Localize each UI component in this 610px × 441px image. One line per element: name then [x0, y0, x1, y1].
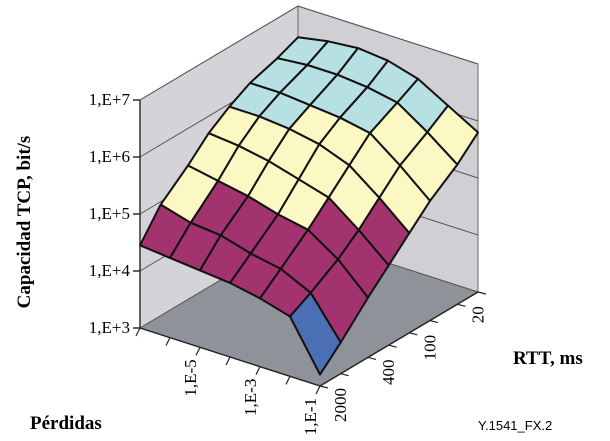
z-axis-title: Capacidad TCP, bit/s [14, 136, 35, 309]
z-tick-label: 1,E+6 [89, 147, 130, 166]
x-axis-title: Pérdidas [30, 413, 102, 434]
loss-tick [195, 347, 201, 356]
rtt-tick [319, 385, 329, 389]
rtt-tick [429, 319, 439, 324]
loss-tick [315, 385, 321, 395]
loss-tick-label: 1,E-1 [301, 398, 320, 435]
rtt-tick [457, 303, 466, 307]
loss-tick [225, 356, 231, 366]
loss-tick-label: 1,E-3 [241, 379, 260, 416]
gridline [139, 5, 479, 101]
rtt-tick-label: 100 [420, 335, 439, 361]
y-axis-title: RTT, ms [513, 348, 583, 369]
loss-tick [135, 327, 141, 337]
z-tick-label: 1,E+4 [89, 261, 131, 280]
rtt-tick-label: 2000 [331, 388, 350, 422]
loss-tick [285, 376, 291, 385]
loss-tick [255, 366, 261, 375]
rtt-tick-label: 400 [379, 359, 398, 385]
surface-cell [289, 291, 342, 376]
figure-id: Y.1541_FX.2 [478, 418, 552, 433]
rtt-tick-label: 20 [468, 306, 487, 323]
loss-tick-label: 1,E-5 [181, 359, 200, 396]
z-tick-label: 1,E+3 [89, 318, 130, 337]
rtt-tick [388, 344, 397, 348]
surface-mesh [139, 36, 479, 376]
chart-axes: 1,E+3 1,E+4 1,E+5 1,E+6 1,E+7 1,E-5 1,E-3 1,E-1… [89, 90, 488, 435]
rtt-axis-line [319, 291, 479, 387]
rtt-tick [367, 356, 377, 361]
z-tick-label: 1,E+5 [89, 204, 130, 223]
z-tick-label: 1,E+7 [89, 90, 131, 109]
rtt-tick [340, 373, 349, 377]
rtt-tick [477, 291, 487, 295]
rtt-tick [409, 332, 418, 336]
loss-tick [165, 337, 171, 346]
